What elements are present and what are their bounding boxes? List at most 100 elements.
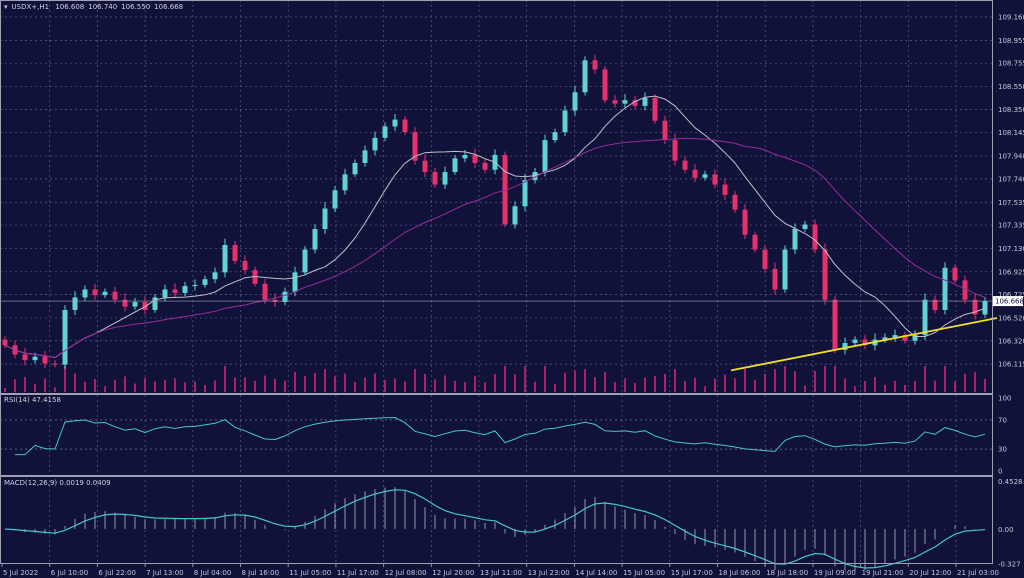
volume-bar <box>944 366 946 392</box>
candle-body <box>772 268 778 290</box>
volume-bar <box>24 377 26 392</box>
volume-bar <box>854 386 856 392</box>
candle-body <box>232 245 238 261</box>
candle-body <box>812 224 818 250</box>
candle-body <box>752 234 758 250</box>
price-tick-label: 107.940 <box>998 153 1024 161</box>
candle-body <box>332 190 338 209</box>
volume-bar <box>194 381 196 392</box>
moving-average-20 <box>4 95 986 359</box>
candle-body <box>382 126 388 138</box>
candle-body <box>222 245 228 273</box>
open-value: 106.608 <box>55 3 85 11</box>
volume-bar <box>644 377 646 392</box>
price-tick-label: 108.550 <box>998 83 1024 91</box>
x-tick-label: 8 Jul 04:00 <box>194 569 232 577</box>
candle-body <box>682 160 688 170</box>
candle-body <box>392 119 398 127</box>
x-tick-label: 15 Jul 05:00 <box>623 569 665 577</box>
volume-bar <box>434 379 436 392</box>
candle-body <box>882 337 888 340</box>
candle-body <box>342 174 348 191</box>
volume-bar <box>714 378 716 392</box>
volume-bar <box>404 381 406 392</box>
volume-bar <box>634 383 636 392</box>
volume-bar <box>44 378 46 392</box>
volume-bar <box>144 377 146 392</box>
volume-bar <box>844 378 846 392</box>
candle-body <box>352 162 358 175</box>
trendline <box>730 317 998 372</box>
candle-body <box>32 356 38 361</box>
candle-body <box>262 283 268 300</box>
candle-body <box>442 172 448 185</box>
candle-body <box>62 309 68 365</box>
x-tick-label: 21 Jul 03:00 <box>957 569 999 577</box>
volume-bar <box>864 381 866 392</box>
volume-bar <box>204 385 206 392</box>
candle-body <box>702 174 708 178</box>
volume-bar <box>534 381 536 392</box>
x-tick-label: 11 Jul 05:00 <box>289 569 331 577</box>
rsi-tick-label: 30 <box>998 446 1007 454</box>
x-tick-label: 14 Jul 14:00 <box>575 569 617 577</box>
collapse-triangle-icon[interactable]: ▾ <box>4 3 8 11</box>
volume-bar <box>154 381 156 392</box>
candle-body <box>732 194 738 210</box>
volume-bar <box>294 371 296 392</box>
candle-body <box>762 249 768 269</box>
volume-bar <box>444 375 446 392</box>
candle-body <box>542 140 548 173</box>
rsi-line <box>15 416 986 456</box>
moving-average-50 <box>4 137 986 359</box>
candle-body <box>672 140 678 161</box>
candle-body <box>862 339 868 346</box>
candle-body <box>22 354 28 361</box>
chart-header: ▾ USDX+,H1 106.608 106.740 106.550 106.668 <box>4 3 187 11</box>
volume-bar <box>134 383 136 392</box>
volume-bar <box>324 369 326 392</box>
candle-body <box>652 97 658 121</box>
volume-bar <box>894 380 896 392</box>
volume-bar <box>464 382 466 392</box>
volume-bar <box>554 383 556 392</box>
volume-bar <box>834 366 836 392</box>
candle-body <box>982 301 988 315</box>
volume-bar <box>924 366 926 392</box>
volume-bar <box>504 366 506 392</box>
price-tick-label: 108.755 <box>998 60 1024 68</box>
x-tick-label: 18 Jul 06:00 <box>719 569 761 577</box>
candle-body <box>432 172 438 185</box>
volume-bar <box>484 382 486 392</box>
volume-bar <box>724 374 726 392</box>
candle-body <box>622 100 628 104</box>
volume-bar <box>84 381 86 392</box>
volume-bar <box>224 366 226 392</box>
volume-bar <box>304 376 306 392</box>
volume-bar <box>454 380 456 392</box>
price-tick-label: 106.320 <box>998 337 1024 345</box>
volume-bar <box>4 388 6 392</box>
volume-bar <box>474 375 476 392</box>
volume-bar <box>604 371 606 392</box>
volume-bar <box>654 376 656 392</box>
price-tick-label: 106.725 <box>998 291 1024 299</box>
candle-body <box>632 100 638 106</box>
rsi-tick-label: 0 <box>998 468 1002 476</box>
volume-bar <box>684 381 686 392</box>
volume-bar <box>124 376 126 392</box>
candle-body <box>932 299 938 310</box>
macd-tick-label: 0.4528 <box>998 478 1023 486</box>
candle-body <box>142 302 148 310</box>
volume-bar <box>184 382 186 392</box>
volume-bar <box>64 366 66 392</box>
candle-body <box>212 272 218 280</box>
candle-body <box>952 267 958 281</box>
x-tick-label: 18 Jul 18:00 <box>766 569 808 577</box>
price-tick-label: 106.925 <box>998 268 1024 276</box>
candle-body <box>82 289 88 298</box>
candle-body <box>712 174 718 185</box>
volume-bar <box>514 374 516 392</box>
candle-body <box>372 137 378 151</box>
